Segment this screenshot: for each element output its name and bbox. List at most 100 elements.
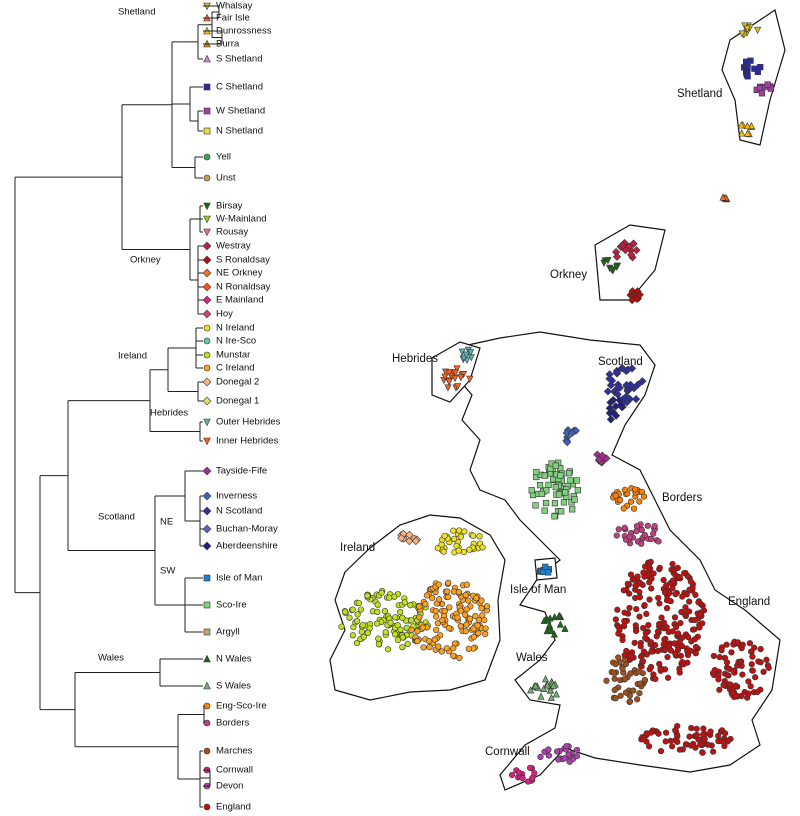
- marker: [648, 648, 655, 655]
- marker: [633, 380, 643, 389]
- marker: [431, 636, 438, 643]
- marker: [482, 625, 489, 632]
- marker: [404, 640, 411, 648]
- marker: [632, 486, 639, 493]
- marker: [613, 263, 621, 271]
- marker: [562, 489, 569, 496]
- marker: [338, 623, 345, 630]
- marker: [541, 675, 550, 683]
- marker: [650, 671, 657, 678]
- marker: [606, 415, 615, 424]
- marker: [630, 687, 637, 694]
- marker: [767, 85, 774, 92]
- marker: [603, 387, 613, 396]
- marker: [455, 588, 462, 596]
- marker: [202, 466, 212, 476]
- marker: [618, 364, 627, 373]
- marker: [472, 612, 479, 620]
- marker: [414, 628, 421, 635]
- marker: [633, 523, 641, 530]
- marker: [606, 381, 615, 390]
- marker: [553, 748, 561, 755]
- marker: [416, 603, 423, 610]
- marker: [605, 404, 614, 413]
- marker: [607, 266, 616, 274]
- marker: [620, 505, 627, 512]
- marker: [617, 496, 624, 504]
- marker: [455, 547, 462, 554]
- marker: [478, 597, 485, 604]
- map-label: Wales: [516, 652, 548, 664]
- map-label: Borders: [662, 492, 703, 504]
- marker: [462, 591, 469, 599]
- marker: [711, 667, 718, 674]
- marker: [574, 487, 581, 494]
- marker: [203, 202, 211, 211]
- marker: [721, 730, 729, 737]
- marker: [203, 174, 211, 182]
- marker: [707, 728, 714, 735]
- marker: [751, 65, 758, 72]
- marker: [636, 498, 643, 505]
- marker: [407, 602, 414, 609]
- marker: [434, 620, 441, 627]
- marker: [622, 380, 631, 390]
- marker: [655, 594, 662, 602]
- marker: [745, 690, 752, 697]
- marker: [203, 351, 211, 359]
- marker: [203, 681, 211, 690]
- marker: [654, 628, 662, 635]
- map-label: Isle of Man: [510, 584, 566, 596]
- marker: [528, 487, 535, 494]
- marker: [758, 90, 766, 97]
- marker: [716, 654, 723, 661]
- marker: [434, 545, 441, 552]
- marker: [645, 572, 652, 579]
- leaf-label: S Shetland: [216, 54, 262, 65]
- marker: [621, 486, 629, 494]
- marker: [560, 499, 568, 506]
- leaf-label: Fair Isle: [216, 13, 250, 24]
- marker: [441, 373, 449, 381]
- marker: [561, 624, 569, 632]
- leaf-label: N Shetland: [216, 126, 263, 137]
- marker: [686, 586, 693, 593]
- marker: [411, 536, 420, 546]
- marker: [672, 727, 679, 734]
- marker: [693, 725, 700, 732]
- marker: [640, 735, 647, 742]
- marker: [676, 665, 683, 672]
- marker: [645, 743, 653, 750]
- marker: [538, 490, 545, 497]
- marker: [672, 591, 679, 598]
- marker: [620, 622, 627, 630]
- marker: [627, 571, 635, 578]
- marker: [527, 686, 535, 694]
- marker: [632, 246, 641, 255]
- marker: [691, 636, 698, 643]
- marker: [691, 626, 698, 633]
- marker: [732, 682, 739, 689]
- leaf-label: Tayside-Fife: [216, 466, 267, 477]
- marker: [202, 255, 212, 265]
- marker: [619, 636, 626, 644]
- marker: [630, 505, 638, 512]
- marker: [202, 541, 212, 551]
- marker: [739, 641, 746, 648]
- marker: [657, 747, 665, 755]
- marker: [508, 771, 516, 779]
- marker: [621, 609, 628, 616]
- marker: [451, 374, 459, 383]
- marker: [636, 579, 644, 587]
- marker: [661, 647, 668, 654]
- marker: [612, 616, 619, 623]
- marker: [692, 643, 700, 651]
- marker: [482, 631, 489, 638]
- marker: [697, 611, 704, 619]
- marker: [547, 693, 555, 701]
- marker: [441, 608, 448, 615]
- marker: [202, 396, 212, 406]
- leaf-label: Hoy: [216, 309, 233, 320]
- marker: [457, 374, 465, 382]
- marker: [674, 738, 681, 746]
